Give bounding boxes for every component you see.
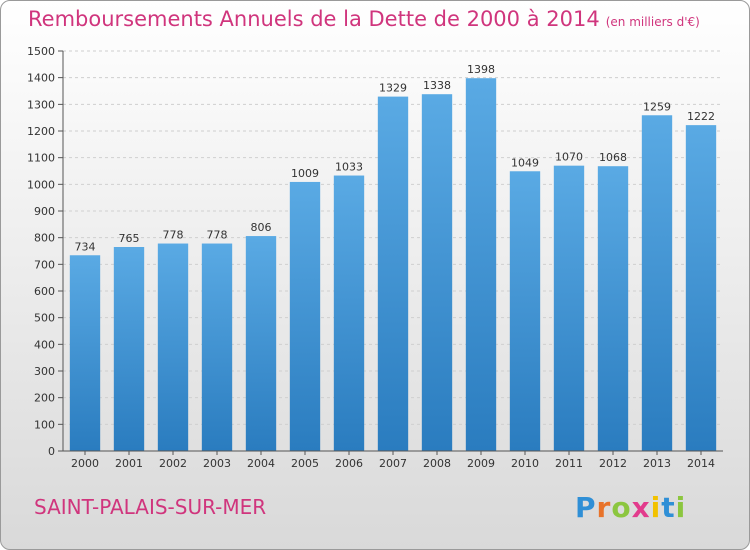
data-label: 1338 (423, 79, 451, 92)
data-label: 1259 (643, 100, 671, 113)
data-label: 1068 (599, 151, 627, 164)
x-tick-label: 2003 (203, 457, 231, 470)
x-tick-label: 2005 (291, 457, 319, 470)
x-tick-label: 2008 (423, 457, 451, 470)
bar-2010 (509, 171, 541, 451)
x-tick-label: 2001 (115, 457, 143, 470)
x-tick-label: 2000 (71, 457, 99, 470)
y-tick-label: 900 (34, 205, 55, 218)
proxiti-logo: Proxiti (575, 491, 686, 524)
bar-2003 (201, 243, 233, 451)
logo-letter: o (611, 491, 632, 524)
bar-2009 (465, 78, 497, 451)
city-name: SAINT-PALAIS-SUR-MER (34, 495, 267, 519)
bar-2002 (157, 243, 189, 451)
logo-letter: i (675, 491, 687, 524)
y-tick-label: 400 (34, 338, 55, 351)
y-tick-label: 800 (34, 232, 55, 245)
chart-subtitle: (en milliers d'€) (605, 15, 700, 29)
logo-letter: i (650, 491, 662, 524)
data-label: 806 (251, 221, 272, 234)
data-label: 734 (75, 240, 96, 253)
x-tick-label: 2012 (599, 457, 627, 470)
logo-letter: x (631, 491, 651, 524)
bar-2011 (553, 165, 585, 451)
x-tick-label: 2014 (687, 457, 715, 470)
data-label: 1329 (379, 82, 407, 95)
y-tick-label: 0 (48, 445, 55, 458)
bar-2004 (245, 236, 277, 451)
bars (69, 78, 717, 452)
y-tick-label: 1000 (27, 178, 55, 191)
y-tick-label: 1500 (27, 45, 55, 58)
x-tick-label: 2009 (467, 457, 495, 470)
x-tick-label: 2011 (555, 457, 583, 470)
y-tick-label: 200 (34, 392, 55, 405)
data-label: 1398 (467, 63, 495, 76)
data-label: 765 (119, 232, 140, 245)
bar-2008 (421, 94, 453, 451)
y-tick-label: 1200 (27, 125, 55, 138)
x-tick-label: 2013 (643, 457, 671, 470)
x-tick-label: 2006 (335, 457, 363, 470)
data-labels: 734 765 778 778 806 1009 1033 1329 1338 1398 1049 1… (75, 63, 716, 253)
data-label: 1070 (555, 151, 583, 164)
y-axis: 0 100 200 300 400 500 600 700 800 900 1000 1100 1200… (27, 45, 64, 458)
y-tick-label: 100 (34, 418, 55, 431)
y-tick-label: 600 (34, 285, 55, 298)
bar-2000 (69, 255, 101, 451)
x-tick-label: 2004 (247, 457, 275, 470)
data-label: 1049 (511, 156, 539, 169)
data-label: 778 (163, 229, 184, 242)
bar-2006 (333, 175, 365, 452)
x-axis: 2000 2001 2002 2003 2004 2005 2006 2007 2008 2009… (63, 450, 723, 470)
x-tick-label: 2010 (511, 457, 539, 470)
title-text: Remboursements Annuels de la Dette de 20… (28, 7, 600, 31)
data-label: 1033 (335, 161, 363, 174)
data-label: 1222 (687, 110, 715, 123)
chart-title: Remboursements Annuels de la Dette de 20… (28, 7, 700, 31)
y-tick-label: 1100 (27, 152, 55, 165)
x-tick-label: 2007 (379, 457, 407, 470)
bar-2001 (113, 247, 145, 451)
data-label: 778 (207, 229, 228, 242)
data-label: 1009 (291, 167, 319, 180)
y-tick-label: 1400 (27, 72, 55, 85)
logo-letter: r (596, 491, 612, 524)
logo-letter: P (575, 491, 597, 524)
bar-2007 (377, 96, 409, 451)
bar-2005 (289, 181, 321, 451)
x-tick-label: 2002 (159, 457, 187, 470)
bar-2012 (597, 166, 629, 451)
bar-2014 (685, 125, 717, 451)
logo-letter: t (661, 491, 676, 524)
y-tick-label: 300 (34, 365, 55, 378)
y-tick-label: 700 (34, 258, 55, 271)
y-tick-label: 1300 (27, 98, 55, 111)
y-tick-label: 500 (34, 312, 55, 325)
bar-2013 (641, 115, 673, 452)
